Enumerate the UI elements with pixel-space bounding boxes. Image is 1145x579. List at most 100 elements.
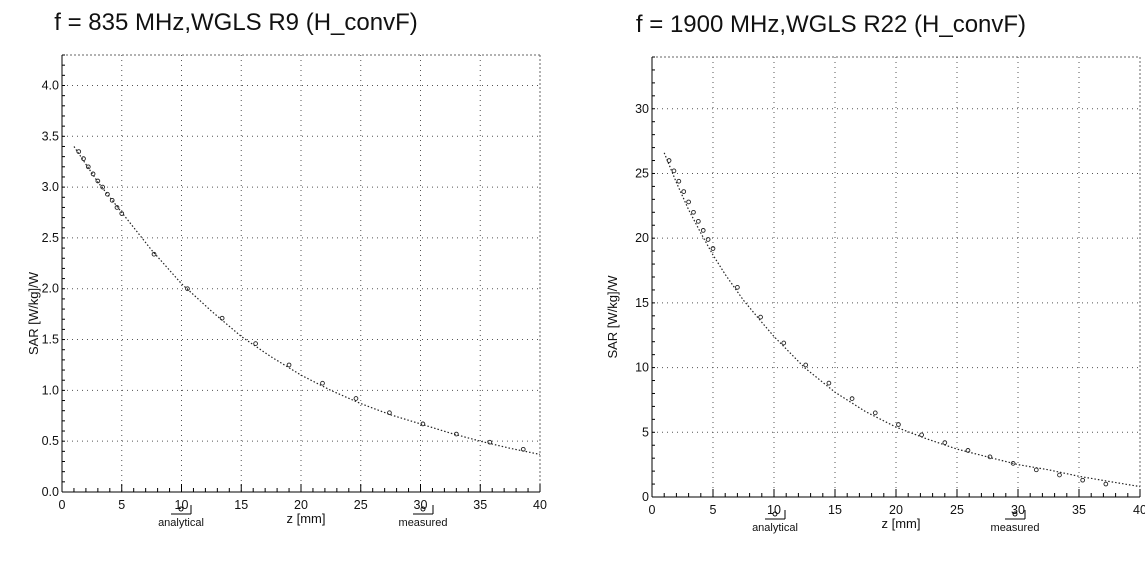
measured-point (85, 164, 91, 170)
y-tick-label: 1.0 (42, 383, 59, 397)
measured-point (710, 246, 716, 251)
measured-point (105, 191, 110, 197)
measured-point (803, 362, 809, 368)
measured-point (666, 158, 672, 163)
x-tick-label: 35 (473, 498, 487, 512)
measured-point (671, 168, 677, 174)
measured-point (942, 440, 948, 445)
legend-analytical-label: analytical (158, 517, 204, 529)
measured-point (253, 341, 258, 346)
measured-point (286, 362, 292, 368)
measured-point (826, 380, 832, 386)
measured-point (520, 446, 526, 452)
measured-point (76, 149, 82, 154)
measured-point (487, 439, 493, 445)
y-tick-label: 3.0 (42, 180, 59, 194)
x-tick-label: 15 (828, 503, 842, 517)
measured-point (781, 340, 787, 346)
legend-analytical-marker (772, 511, 778, 517)
x-tick-label: 25 (354, 498, 368, 512)
measured-point (1103, 481, 1109, 487)
y-tick-label: 10 (635, 361, 649, 375)
x-tick-label: 30 (1011, 503, 1025, 517)
y-tick-label: 2.5 (42, 231, 59, 245)
measured-point (387, 410, 392, 416)
x-tick-label: 20 (294, 498, 308, 512)
measured-point (919, 432, 924, 438)
x-axis-label: z [mm] (287, 511, 326, 526)
measured-point (185, 286, 190, 292)
y-tick-label: 1.5 (42, 333, 59, 347)
measured-point (1010, 461, 1016, 466)
y-tick-label: 4.0 (42, 78, 59, 92)
y-axis-label: SAR [W/kg]/W (605, 275, 620, 359)
sar-chart-1900: f = 1900 MHz,WGLS R22 (H_convF) 0 5 10 15 20 2… (605, 11, 1145, 534)
sar-chart-835: f = 835 MHz,WGLS R9 (H_convF) 0 5 10 15 20 25 3… (26, 9, 547, 529)
measured-point (95, 178, 101, 184)
measured-point (1080, 477, 1086, 483)
analytical-curve (73, 146, 541, 455)
measured-point (681, 189, 687, 194)
legend-measured-marker (1012, 511, 1018, 517)
legend-measured-marker (420, 506, 426, 512)
x-tick-label: 5 (710, 503, 717, 517)
legend-analytical-label: analytical (752, 522, 798, 534)
chart-panel-835: f = 835 MHz,WGLS R9 (H_convF) 0 5 10 15 20 25 3… (0, 0, 570, 579)
y-tick-label: 0.0 (42, 485, 59, 499)
x-tick-label: 40 (1133, 503, 1145, 517)
x-tick-label: 15 (234, 498, 248, 512)
measured-point (686, 199, 691, 205)
x-tick-label: 10 (767, 503, 781, 517)
measured-point (758, 314, 763, 320)
chart-panel-1900: f = 1900 MHz,WGLS R22 (H_convF) 0 5 10 15 20 2… (580, 0, 1145, 579)
measured-point (896, 422, 901, 427)
measured-point (965, 448, 971, 453)
measured-point (90, 171, 96, 177)
x-tick-label: 0 (649, 503, 656, 517)
x-tick-label: 25 (950, 503, 964, 517)
x-tick-label: 0 (59, 498, 66, 512)
x-axis-label: z [mm] (882, 516, 921, 531)
y-tick-label: 15 (635, 296, 649, 310)
y-tick-label: 2.0 (42, 282, 59, 296)
measured-point (987, 454, 993, 460)
measured-point (109, 197, 115, 203)
y-tick-label: 3.5 (42, 129, 59, 143)
measured-point (872, 410, 878, 416)
x-tick-label: 30 (414, 498, 428, 512)
measured-point (849, 396, 855, 401)
chart-title: f = 1900 MHz,WGLS R22 (H_convF) (636, 11, 1026, 38)
y-tick-label: 0.5 (42, 434, 59, 448)
measured-point (320, 380, 325, 386)
x-tick-label: 35 (1072, 503, 1086, 517)
legend-measured-label: measured (991, 522, 1040, 534)
measured-point (696, 219, 701, 224)
measured-point (151, 251, 157, 257)
x-tick-label: 10 (175, 498, 189, 512)
analytical-curve (663, 152, 1141, 488)
y-axis-label: SAR [W/kg]/W (26, 271, 41, 355)
measured-point (1057, 472, 1062, 478)
measured-point (1033, 467, 1039, 473)
measured-point (676, 178, 682, 184)
y-tick-label: 0 (642, 490, 649, 504)
legend-measured-label: measured (399, 517, 448, 529)
measured-point (100, 184, 105, 190)
measured-point (81, 156, 86, 162)
y-tick-label: 30 (635, 102, 649, 116)
measured-point (700, 228, 706, 233)
y-tick-label: 20 (635, 231, 649, 245)
y-tick-label: 25 (635, 166, 649, 180)
measured-point (454, 431, 459, 437)
legend-analytical-marker (178, 506, 184, 512)
y-tick-label: 5 (642, 425, 649, 439)
measured-point (119, 211, 125, 216)
measured-point (420, 421, 426, 427)
chart-title: f = 835 MHz,WGLS R9 (H_convF) (54, 9, 417, 36)
measured-point (219, 315, 225, 321)
measured-point (735, 285, 740, 290)
x-tick-label: 40 (533, 498, 547, 512)
x-tick-label: 5 (118, 498, 125, 512)
measured-point (114, 205, 120, 210)
measured-point (353, 396, 359, 401)
